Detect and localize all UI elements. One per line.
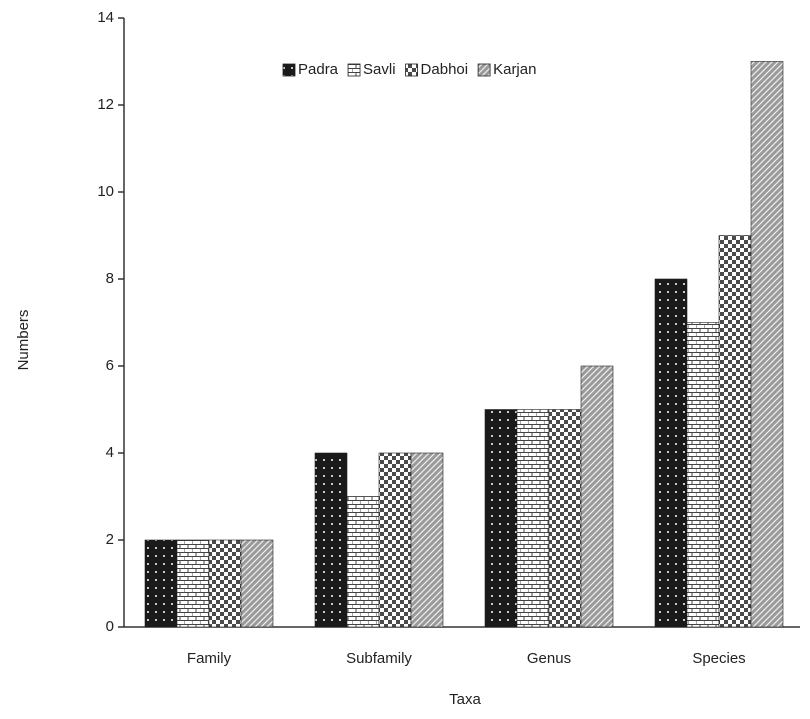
bar: [208, 539, 242, 628]
legend-swatch: [477, 63, 491, 77]
bar: [484, 409, 518, 628]
bar: [346, 496, 380, 628]
y-tick-label: 0: [106, 618, 114, 635]
x-tick-label: Genus: [527, 650, 571, 667]
bar: [314, 452, 348, 628]
bar: [144, 539, 178, 628]
y-tick-label: 8: [106, 270, 114, 287]
bar: [410, 452, 444, 628]
y-tick-label: 14: [97, 9, 114, 26]
legend-swatch: [282, 63, 296, 77]
y-tick-label: 12: [97, 96, 114, 113]
x-axis-label: Taxa: [449, 691, 481, 708]
y-tick-label: 2: [106, 531, 114, 548]
bar: [580, 365, 614, 628]
y-axis-label: Numbers: [15, 310, 32, 371]
bar: [240, 539, 274, 628]
bar: [654, 278, 688, 628]
x-tick-label: Subfamily: [346, 650, 412, 667]
y-tick-label: 6: [106, 357, 114, 374]
bar: [176, 539, 210, 628]
bar: [750, 61, 784, 628]
bar: [516, 409, 550, 628]
bar: [548, 409, 582, 628]
bar: [686, 322, 720, 628]
legend-label: Savli: [363, 61, 396, 78]
y-tick-label: 10: [97, 183, 114, 200]
legend-label: Dabhoi: [421, 61, 469, 78]
x-tick-label: Family: [187, 650, 232, 667]
bar: [378, 452, 412, 628]
legend-swatch: [347, 63, 361, 77]
legend-swatch: [405, 63, 418, 77]
x-tick-label: Species: [692, 650, 745, 667]
y-tick-label: 4: [106, 444, 114, 461]
legend-label: Padra: [298, 61, 339, 78]
bar: [718, 235, 752, 628]
legend-label: Karjan: [493, 61, 536, 78]
